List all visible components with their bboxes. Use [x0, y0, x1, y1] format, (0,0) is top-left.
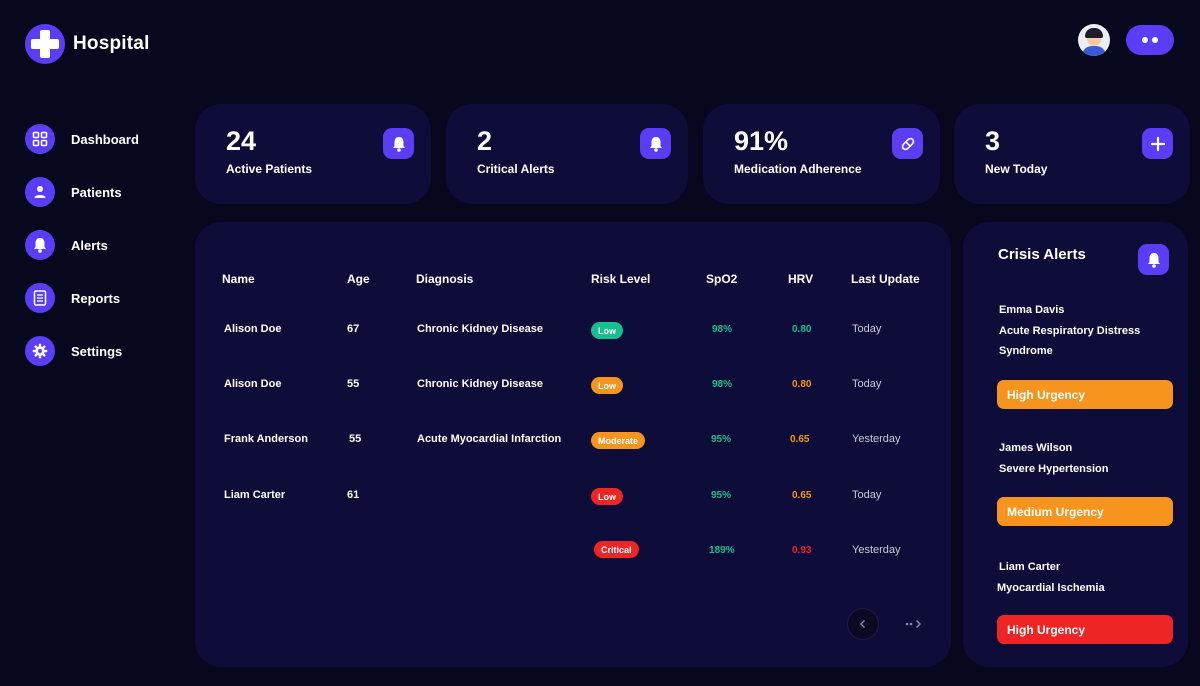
sidebar-item-label: Reports: [71, 290, 121, 306]
more-dots-icon: [1142, 37, 1148, 43]
stat-label: Active Patients: [226, 162, 313, 176]
cell-name: Alison Doe: [224, 323, 282, 335]
sidebar-item-settings[interactable]: Settings: [25, 336, 139, 366]
stat-value: 91%: [734, 126, 789, 156]
column-header-last-update[interactable]: Last Update: [851, 272, 920, 286]
stat-value: 24: [226, 126, 257, 156]
cell-name: Alison Doe: [224, 378, 282, 390]
header-actions: [1078, 24, 1174, 56]
cell-spo2: 189%: [709, 545, 735, 556]
brand[interactable]: Hospital: [25, 24, 150, 64]
alert-condition: Myocardial Ischemia: [997, 582, 1105, 594]
cell-diagnosis: Chronic Kidney Disease: [417, 323, 543, 335]
alert-patient-name: James Wilson: [999, 442, 1073, 454]
cell-last-update: Today: [852, 489, 882, 501]
risk-badge: Critical: [594, 541, 639, 558]
cell-age: 55: [347, 378, 360, 390]
column-header-hrv[interactable]: HRV: [788, 272, 814, 286]
cell-spo2: 98%: [712, 324, 733, 335]
cell-diagnosis: Acute Myocardial Infarction: [417, 433, 562, 445]
cell-last-update: Yesterday: [852, 433, 901, 445]
plus-icon[interactable]: [1142, 128, 1173, 159]
cell-diagnosis: Chronic Kidney Disease: [417, 378, 543, 390]
column-header-spo2[interactable]: SpO2: [706, 272, 738, 286]
cell-name: Liam Carter: [224, 489, 286, 501]
alert-patient-name: Emma Davis: [999, 304, 1065, 316]
cell-spo2: 95%: [711, 490, 732, 501]
cell-name: Frank Anderson: [224, 433, 308, 445]
gear-icon: [25, 336, 55, 366]
column-header-name[interactable]: Name: [222, 272, 255, 286]
grid-icon: [25, 124, 55, 154]
chevron-left-icon: [860, 620, 865, 628]
sidebar-item-label: Alerts: [71, 237, 108, 253]
sidebar-item-label: Patients: [71, 184, 122, 200]
column-header-diagnosis[interactable]: Diagnosis: [416, 272, 474, 286]
stat-label: Critical Alerts: [477, 162, 555, 176]
next-page-button[interactable]: [904, 614, 926, 634]
stat-card-medication-adherence: 91% Medication Adherence: [703, 104, 940, 204]
stat-label: New Today: [985, 162, 1048, 176]
chevron-right-icon: [905, 620, 921, 628]
avatar[interactable]: [1078, 24, 1110, 56]
risk-badge: Low: [591, 322, 623, 339]
cell-last-update: Today: [852, 323, 882, 335]
cell-last-update: Yesterday: [852, 544, 901, 556]
sidebar-item-label: Settings: [71, 343, 123, 359]
risk-badge: Low: [591, 488, 623, 505]
alert-patient-name: Liam Carter: [999, 561, 1061, 573]
alert-condition: Acute Respiratory Distress Syndrome: [999, 325, 1141, 357]
risk-badge: Low: [591, 377, 623, 394]
alert-condition: Severe Hypertension: [999, 463, 1109, 475]
urgency-badge: High Urgency: [997, 615, 1173, 644]
sidebar-item-reports[interactable]: Reports: [25, 283, 139, 313]
stat-card-new-today: 3 New Today: [954, 104, 1190, 204]
sidebar: Dashboard Patients Alerts Reports Settin…: [25, 124, 139, 389]
crisis-alerts-panel: Crisis Alerts Emma Davis Acute Respirato…: [963, 222, 1188, 667]
sidebar-item-patients[interactable]: Patients: [25, 177, 139, 207]
cell-hrv: 0.80: [792, 379, 812, 390]
sidebar-item-label: Dashboard: [71, 131, 139, 147]
patients-table: Name Age Diagnosis Risk Level SpO2 HRV L…: [195, 222, 951, 667]
cell-hrv: 0.80: [792, 324, 812, 335]
urgency-badge: High Urgency: [997, 380, 1173, 409]
cell-hrv: 0.65: [790, 434, 810, 445]
document-icon: [25, 283, 55, 313]
stat-label: Medication Adherence: [734, 162, 862, 176]
stat-card-critical-alerts: 2 Critical Alerts: [446, 104, 688, 204]
app-title: Hospital: [73, 33, 150, 54]
sidebar-item-alerts[interactable]: Alerts: [25, 230, 139, 260]
cell-age: 61: [347, 489, 360, 501]
crisis-alerts-title: Crisis Alerts: [998, 246, 1086, 263]
stat-value: 2: [477, 126, 493, 156]
cell-last-update: Today: [852, 378, 882, 390]
stat-value: 3: [985, 126, 1001, 156]
stat-card-active-patients: 24 Active Patients: [195, 104, 431, 204]
bell-icon[interactable]: [1138, 244, 1169, 275]
urgency-badge: Medium Urgency: [997, 497, 1173, 526]
bell-icon[interactable]: [383, 128, 414, 159]
pill-icon[interactable]: [892, 128, 923, 159]
cell-spo2: 95%: [711, 434, 732, 445]
column-header-age[interactable]: Age: [347, 272, 370, 286]
cell-spo2: 98%: [712, 379, 733, 390]
cell-hrv: 0.93: [792, 545, 812, 556]
cell-age: 55: [349, 433, 362, 445]
bell-icon: [25, 230, 55, 260]
hospital-cross-icon: [25, 24, 65, 64]
risk-badge: Moderate: [591, 432, 646, 449]
more-button[interactable]: [1126, 25, 1174, 55]
previous-page-button[interactable]: [847, 608, 879, 640]
column-header-risk-level[interactable]: Risk Level: [591, 272, 651, 286]
bell-icon[interactable]: [640, 128, 671, 159]
cell-age: 67: [347, 323, 360, 335]
sidebar-item-dashboard[interactable]: Dashboard: [25, 124, 139, 154]
user-icon: [25, 177, 55, 207]
cell-hrv: 0.65: [792, 490, 812, 501]
